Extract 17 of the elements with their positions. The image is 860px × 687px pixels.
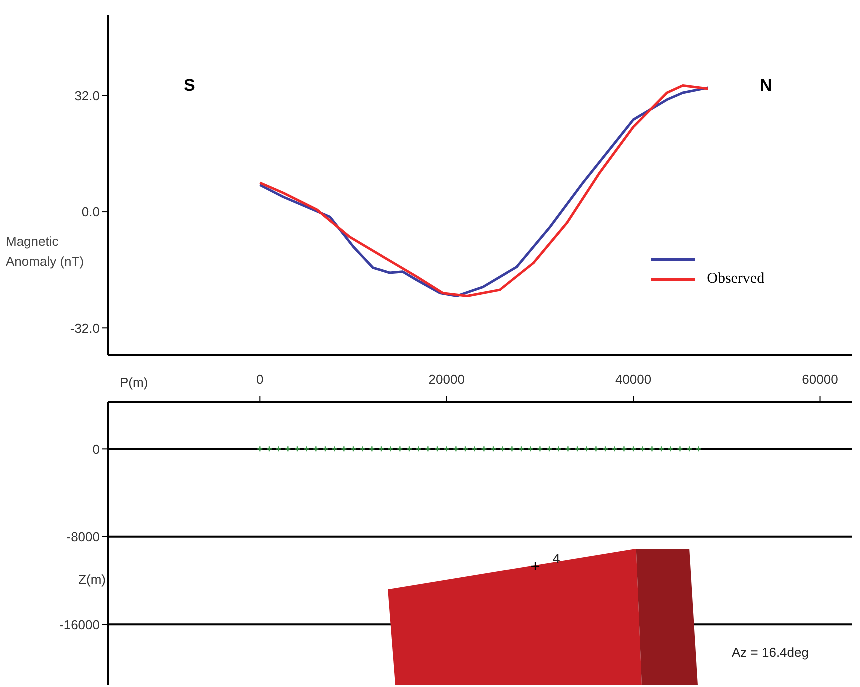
annotation: N <box>760 76 772 96</box>
y-tick-label: 32.0 <box>74 88 100 104</box>
y-axis-title: Z(m) <box>78 572 106 587</box>
y-tick-label: -32.0 <box>70 320 100 336</box>
x-axis-title: P(m) <box>120 375 148 390</box>
y-tick-label: 0.0 <box>82 204 100 220</box>
y-axis-title: Magnetic Anomaly (nT) <box>6 233 86 271</box>
x-tick-label: 60000 <box>802 372 838 387</box>
x-tick-label: 0 <box>256 372 264 387</box>
annotation: S <box>184 76 196 96</box>
y-tick-label: 0 <box>92 442 100 457</box>
x-tick-label: 20000 <box>428 372 465 387</box>
x-tick-label: 40000 <box>615 372 652 387</box>
annotation: Az = 16.4deg <box>732 645 809 660</box>
y-tick-label: -8000 <box>66 530 100 545</box>
y-tick-label: -16000 <box>60 617 100 632</box>
legend-label: Observed <box>707 271 765 288</box>
